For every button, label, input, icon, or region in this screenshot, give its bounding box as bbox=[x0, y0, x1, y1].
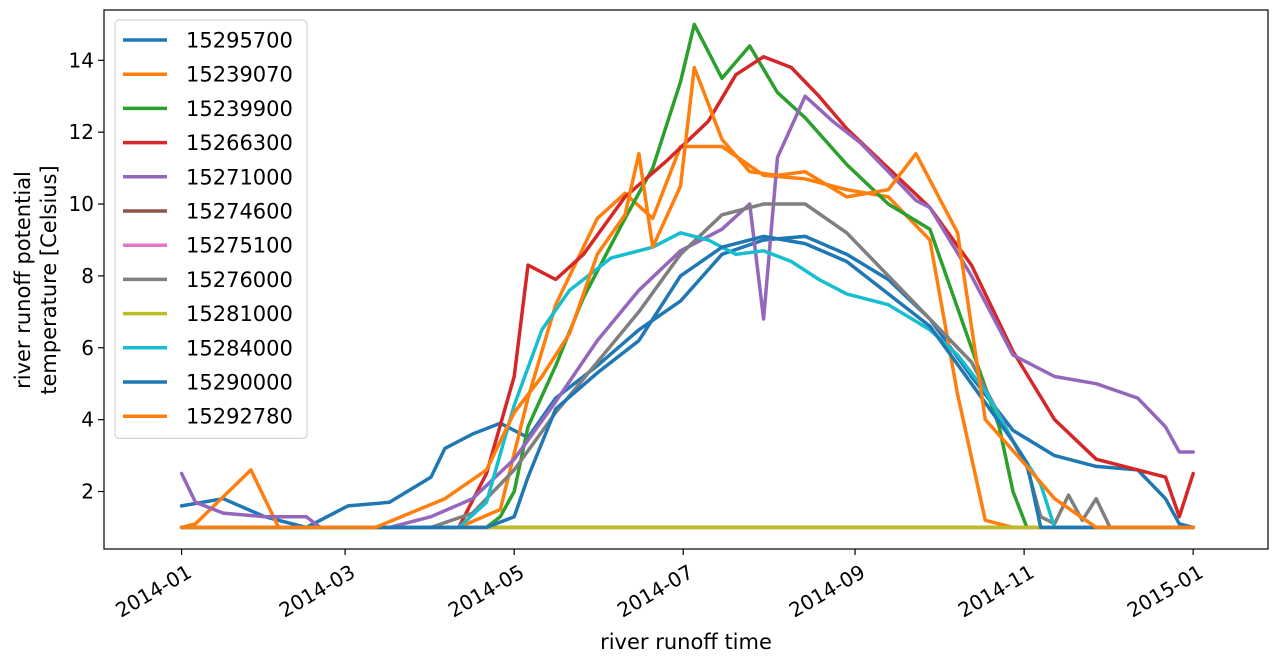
y-axis-label-line-2: temperature [Celsius] bbox=[37, 165, 61, 395]
legend: 15295700 15239070 15239900 15266300 15271000… bbox=[114, 19, 308, 439]
series-line-15292780 bbox=[179, 65, 1195, 530]
series-line-15284000 bbox=[179, 231, 1195, 530]
legend-box bbox=[114, 19, 308, 439]
legend-label-15295700: 15295700 bbox=[186, 29, 293, 53]
y-tick-label: 6 bbox=[81, 336, 94, 360]
series-line-15290000 bbox=[179, 234, 1195, 530]
y-axis: 2 4 6 8 10 12 14 bbox=[69, 48, 104, 504]
legend-label-15239900: 15239900 bbox=[186, 97, 293, 121]
legend-label-15275100: 15275100 bbox=[186, 234, 293, 258]
y-tick-label: 14 bbox=[69, 48, 94, 72]
y-tick-label: 12 bbox=[69, 120, 94, 144]
series-line-15295700 bbox=[179, 234, 1195, 530]
legend-label-15239070: 15239070 bbox=[186, 63, 293, 87]
y-tick-label: 2 bbox=[81, 480, 94, 504]
series-line-15266300 bbox=[179, 54, 1195, 530]
y-tick-label: 4 bbox=[81, 408, 94, 432]
legend-label-15276000: 15276000 bbox=[186, 268, 293, 292]
legend-label-15290000: 15290000 bbox=[186, 371, 293, 395]
series-lines bbox=[179, 22, 1195, 530]
y-tick-label: 10 bbox=[69, 192, 94, 216]
legend-label-15271000: 15271000 bbox=[186, 165, 293, 189]
legend-label-15281000: 15281000 bbox=[186, 302, 293, 326]
plot-frame bbox=[103, 9, 1269, 550]
legend-label-15284000: 15284000 bbox=[186, 336, 293, 360]
legend-label-15274600: 15274600 bbox=[186, 200, 293, 224]
x-axis-label: river runoff time bbox=[600, 630, 772, 654]
y-axis-label-line-1: river runoff potential bbox=[11, 171, 35, 389]
legend-label-15292780: 15292780 bbox=[186, 405, 293, 429]
legend-label-15266300: 15266300 bbox=[186, 131, 293, 155]
y-tick-label: 8 bbox=[81, 264, 94, 288]
